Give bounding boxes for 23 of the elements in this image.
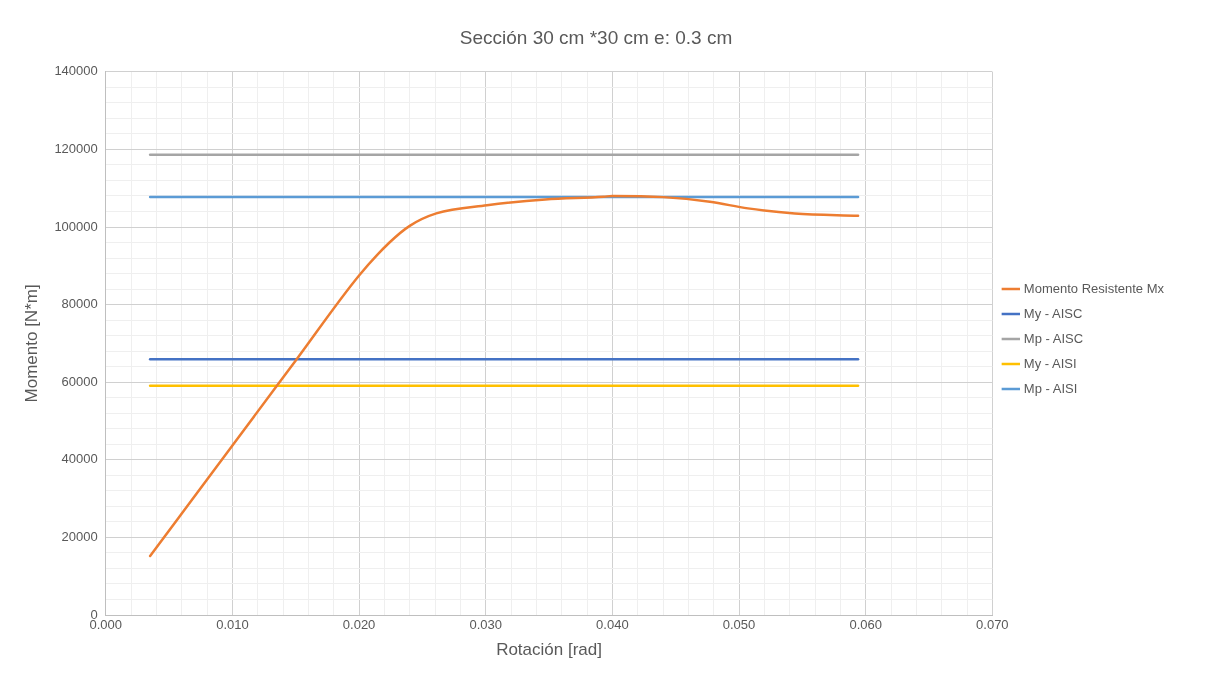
x-tick-label: 0.050: [722, 617, 756, 633]
x-tick-label: 0.040: [596, 617, 629, 633]
legend-label: Mp - AISC: [1023, 330, 1084, 346]
y-tick-label: 80000: [61, 296, 98, 312]
y-tick-label: 120000: [54, 140, 98, 156]
chart-title: Sección 30 cm *30 cm e: 0.3 cm: [459, 26, 733, 48]
y-axis-title: Momento [N*m]: [21, 284, 41, 403]
legend-label: Mp - AISI: [1023, 380, 1078, 396]
legend-label: Momento Resistente Mx: [1023, 280, 1165, 296]
y-tick-label: 140000: [54, 63, 98, 79]
legend-label: My - AISI: [1023, 355, 1077, 371]
y-tick-label: 100000: [54, 218, 98, 234]
y-tick-label: 40000: [61, 451, 98, 467]
y-tick-label: 20000: [61, 528, 98, 544]
x-tick-label: 0.030: [469, 617, 503, 633]
y-tick-label: 60000: [61, 373, 98, 389]
legend-label: My - AISC: [1023, 305, 1083, 321]
x-tick-label: 0.020: [342, 617, 376, 633]
line-series: [148, 194, 860, 558]
x-tick-label: 0.060: [849, 617, 882, 633]
x-tick-label: 0.070: [976, 617, 1009, 633]
x-axis-title: Rotación [rad]: [496, 640, 602, 660]
x-tick-label: 0.010: [216, 617, 249, 633]
